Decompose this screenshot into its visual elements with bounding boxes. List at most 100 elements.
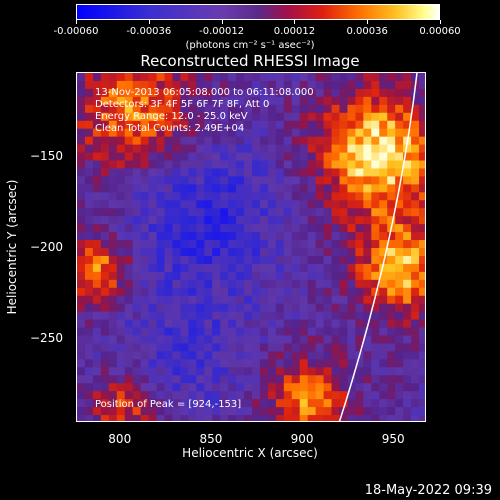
heatmap-cell: [220, 319, 229, 329]
heatmap-cell: [100, 351, 110, 360]
heatmap-cell: [267, 232, 277, 241]
heatmap-cell: [252, 160, 261, 170]
heatmap-cell: [212, 232, 221, 241]
heatmap-cell: [371, 120, 380, 130]
heatmap-cell: [371, 295, 380, 305]
heatmap-cell: [283, 216, 293, 225]
heatmap-cell: [220, 279, 229, 289]
heatmap-cell: [188, 271, 197, 281]
heatmap-cell: [315, 96, 325, 106]
heatmap-cell: [323, 335, 333, 345]
heatmap-cell: [403, 367, 412, 376]
heatmap-cell: [244, 112, 253, 122]
heatmap-cell: [379, 73, 388, 82]
heatmap-cell: [172, 96, 181, 106]
heatmap-cell: [307, 303, 317, 313]
heatmap-cell: [140, 383, 150, 392]
heatmap-cell: [347, 208, 356, 217]
heatmap-cell: [403, 287, 412, 297]
heatmap-cell: [291, 216, 301, 225]
heatmap-cell: [347, 120, 356, 130]
heatmap-cell: [259, 327, 269, 337]
heatmap-cell: [164, 271, 174, 281]
heatmap-cell: [180, 248, 189, 257]
heatmap-cell: [267, 327, 277, 337]
heatmap-cell: [259, 271, 269, 281]
heatmap-cell: [395, 96, 404, 106]
heatmap-cell: [283, 168, 293, 177]
heatmap-cell: [395, 240, 404, 249]
heatmap-cell: [363, 160, 372, 170]
heatmap-cell: [164, 399, 174, 408]
heatmap-cell: [220, 88, 229, 98]
heatmap-cell: [172, 152, 181, 162]
heatmap-cell: [411, 232, 420, 241]
heatmap-cell: [291, 160, 301, 170]
heatmap-cell: [188, 351, 197, 360]
heatmap-cell: [92, 232, 102, 241]
heatmap-cell: [172, 80, 181, 90]
heatmap-cell: [291, 152, 301, 162]
heatmap-cell: [419, 367, 425, 376]
heatmap-cell: [275, 80, 285, 90]
heatmap-cell: [244, 200, 253, 209]
heatmap-cell: [180, 200, 189, 209]
heatmap-cell: [212, 128, 221, 138]
heatmap-cell: [156, 295, 166, 305]
heatmap-cell: [236, 287, 245, 297]
heatmap-cell: [172, 383, 181, 392]
heatmap-cell: [371, 311, 380, 321]
heatmap-cell: [331, 232, 341, 241]
heatmap-cell: [395, 112, 404, 122]
heatmap-cell: [259, 168, 269, 177]
heatmap-cell: [236, 88, 245, 98]
heatmap-cell: [100, 160, 110, 170]
heatmap-cell: [315, 271, 325, 281]
heatmap-cell: [212, 407, 221, 416]
heatmap-cell: [84, 351, 94, 360]
heatmap-cell: [100, 136, 110, 146]
heatmap-cell: [395, 375, 404, 384]
heatmap-cell: [77, 407, 86, 416]
heatmap-cell: [355, 184, 364, 193]
heatmap-cell: [124, 319, 134, 329]
heatmap-cell: [188, 407, 197, 416]
heatmap-cell: [371, 343, 380, 352]
heatmap-cell: [331, 192, 341, 201]
heatmap-cell: [419, 160, 425, 170]
heatmap-cell: [387, 96, 396, 106]
heatmap-cell: [204, 295, 213, 305]
heatmap-cell: [275, 160, 285, 170]
heatmap-cell: [228, 351, 237, 360]
heatmap-cell: [84, 415, 94, 421]
heatmap-cell: [379, 311, 388, 321]
heatmap-cell: [84, 208, 94, 217]
heatmap-cell: [419, 216, 425, 225]
heatmap-cell: [395, 104, 404, 114]
heatmap-cell: [156, 208, 166, 217]
heatmap-cell: [363, 152, 372, 162]
heatmap-cell: [156, 415, 166, 421]
heatmap-cell: [307, 255, 317, 265]
heatmap-cell: [196, 255, 205, 265]
heatmap-cell: [188, 240, 197, 249]
heatmap-cell: [108, 168, 118, 177]
heatmap-cell: [156, 351, 166, 360]
heatmap-cell: [84, 303, 94, 313]
heatmap-cell: [180, 391, 189, 400]
heatmap-cell: [124, 192, 134, 201]
heatmap-cell: [100, 303, 110, 313]
heatmap-cell: [371, 407, 380, 416]
heatmap-cell: [116, 144, 126, 154]
heatmap-cell: [164, 279, 174, 289]
heatmap-cell: [100, 176, 110, 185]
heatmap-cell: [100, 407, 110, 416]
y-tick-label: −200: [30, 240, 63, 254]
heatmap-cell: [180, 144, 189, 154]
heatmap-cell: [315, 375, 325, 384]
heatmap-cell: [84, 295, 94, 305]
heatmap-cell: [419, 248, 425, 257]
heatmap-cell: [331, 240, 341, 249]
heatmap-cell: [244, 287, 253, 297]
heatmap-cell: [228, 112, 237, 122]
